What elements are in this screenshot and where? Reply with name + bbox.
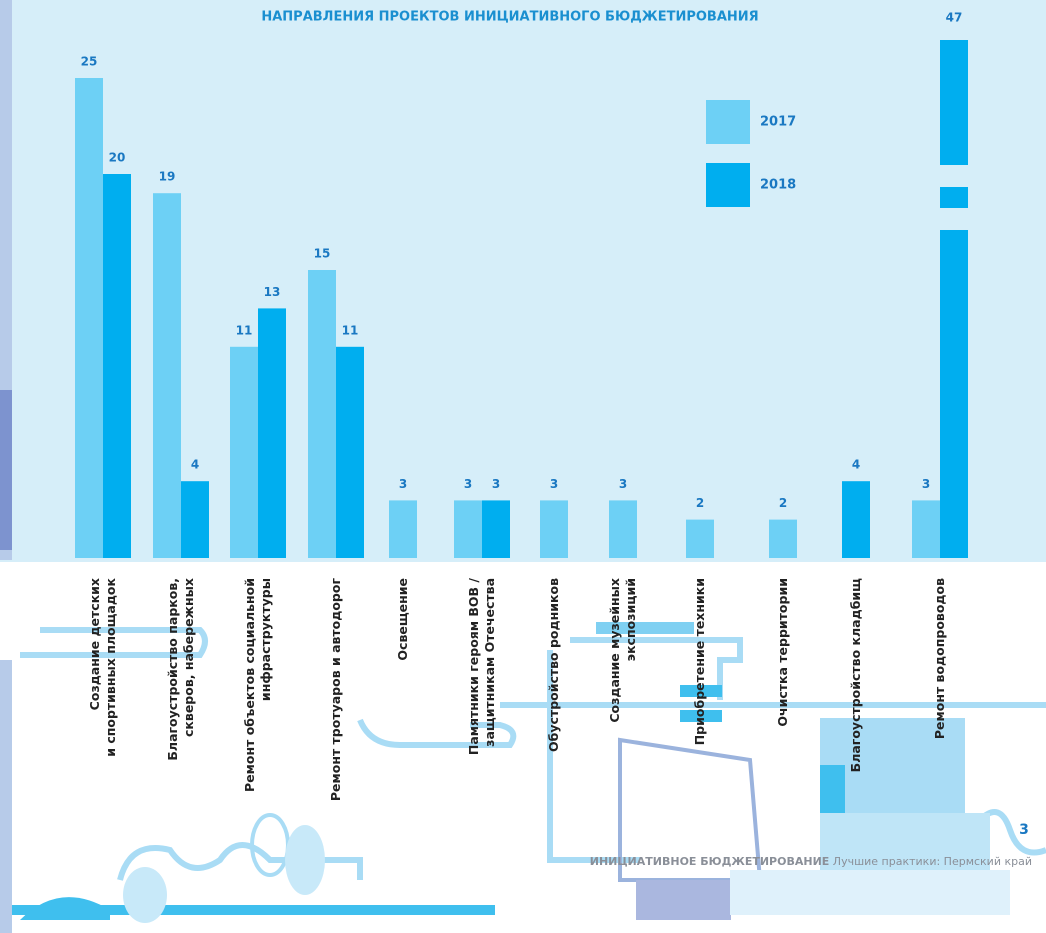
legend-label: 2017 [760,115,796,130]
chart-title: НАПРАВЛЕНИЯ ПРОЕКТОВ ИНИЦИАТИВНОГО БЮДЖЕ… [261,10,758,25]
decoration [730,870,1010,915]
value-label: 3 [550,477,558,491]
value-label: 3 [492,477,500,491]
value-label: 47 [946,11,963,25]
category-label: Ремонт тротуаров и автодорог [328,578,343,802]
value-label: 2 [779,496,787,510]
footer: ИНИЦИАТИВНОЕ БЮДЖЕТИРОВАНИЕ Лучшие практ… [590,855,1032,868]
bar [482,500,510,558]
decoration [285,825,325,895]
category-label: Приобретение техники [692,578,707,745]
category-label: Обустройство родников [546,578,561,752]
bar-part [940,230,968,558]
category-label: Создание музейныхэкспозиций [607,578,638,723]
legend-swatch [706,100,750,144]
value-label: 20 [109,151,126,165]
value-label: 11 [236,323,253,337]
edge-strip [0,390,12,550]
page-number: 3 [1019,822,1029,838]
bar [181,481,209,558]
value-label: 4 [852,458,860,472]
category-label: Ремонт водопроводов [932,578,947,739]
category-label: Очистка территории [775,578,790,727]
bar [940,40,968,558]
value-label: 3 [464,477,472,491]
bar [686,520,714,558]
value-label: 3 [922,477,930,491]
category-label: Благоустройство кладбищ [848,578,863,772]
page: НАПРАВЛЕНИЯ ПРОЕКТОВ ИНИЦИАТИВНОГО БЮДЖЕ… [0,0,1046,933]
value-label: 11 [342,323,359,337]
bar [842,481,870,558]
bar-part [940,40,968,165]
category-label: Памятники героям ВОВ /защитникам Отечест… [466,578,497,756]
bar [153,193,181,558]
bar [308,270,336,558]
bar [912,500,940,558]
decoration [820,765,845,813]
decoration [636,880,731,920]
bar [389,500,417,558]
value-label: 3 [619,477,627,491]
bar [454,500,482,558]
bar [230,347,258,558]
bar [769,520,797,558]
value-label: 4 [191,458,199,472]
edge-strip [0,660,12,933]
category-label: Ремонт объектов социальнойинфраструктуры [242,578,273,792]
value-label: 25 [81,55,98,69]
bar [336,347,364,558]
category-label: Благоустройство парков,скверов, набережн… [165,578,196,761]
bar [258,308,286,558]
value-label: 19 [159,170,176,184]
value-label: 13 [264,285,281,299]
legend-label: 2018 [760,178,796,193]
bar [609,500,637,558]
value-label: 2 [696,496,704,510]
decoration [252,815,288,875]
value-label: 3 [399,477,407,491]
decoration [123,867,167,923]
value-label: 15 [314,247,331,261]
bar-part [940,187,968,208]
bar [103,174,131,558]
legend-swatch [706,163,750,207]
category-label: Создание детскихи спортивных площадок [87,577,118,756]
bar [540,500,568,558]
category-label: Освещение [395,578,410,661]
bar [75,78,103,558]
